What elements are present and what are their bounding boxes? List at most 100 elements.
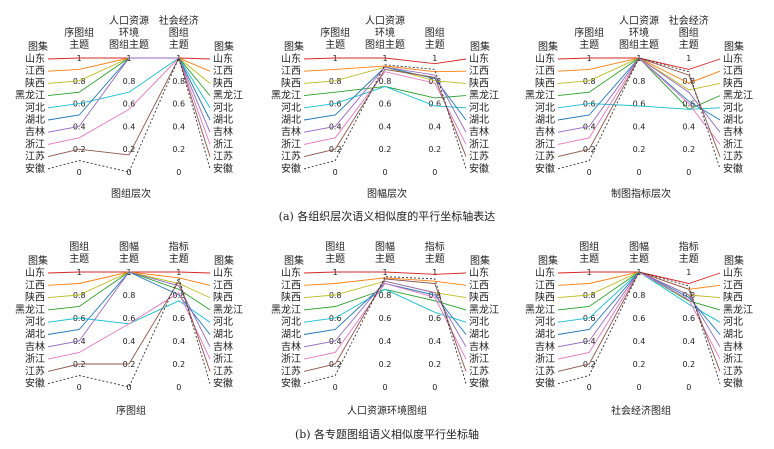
province-label-right: 江西 [213,65,233,77]
province-label-left: 浙江 [281,353,301,365]
province-label-left: 吉林 [281,125,301,138]
axis-header: 主题 [629,253,649,265]
province-label-left: 黑龙江 [271,303,301,316]
series-line-安徽 [47,276,211,388]
axis-header: 图组 [579,240,599,253]
axis-header: 主题 [375,253,395,265]
province-label-left: 陕西 [535,291,555,304]
province-label-left: 湖北 [281,114,301,126]
province-label-right: 陕西 [723,76,743,89]
tick-label: 0.4 [123,337,136,346]
province-label-right: 吉林 [469,125,489,138]
province-label-right: 江西 [723,65,743,77]
tick-label: 0.4 [682,122,695,131]
series-line-安徽 [557,271,721,385]
axis-header: 图幅 [375,240,395,253]
province-label-right: 江苏 [469,150,489,163]
province-label-right: 浙江 [213,353,233,365]
axis-header: 主题 [169,39,189,51]
province-label-left: 江西 [25,65,45,77]
tick-label: 0 [432,383,437,392]
series-line-浙江 [47,57,211,145]
province-label-right: 江苏 [469,364,489,377]
tick-label: 0.8 [73,291,86,300]
province-label-left: 安徽 [535,162,555,175]
province-label-right: 吉林 [723,125,743,138]
province-label-left: 河北 [281,316,301,328]
tick-label: 0.2 [73,360,86,369]
tick-label: 0.2 [583,145,596,154]
tick-label: 0 [587,168,592,177]
axis-header: 人口资源 [619,14,659,27]
axis-header: 主题 [169,253,189,265]
tick-label: 0.6 [172,314,185,323]
axis-header: 图幅 [629,240,649,253]
province-label-right: 陕西 [469,76,489,89]
tick-label: 0.2 [329,360,342,369]
province-label-right: 浙江 [469,138,489,150]
province-label-left: 山东 [535,266,555,279]
tick-label: 1 [176,268,181,277]
tick-label: 1 [686,268,691,277]
province-label-right: 黑龙江 [723,303,753,316]
province-label-right: 黑龙江 [469,303,499,316]
tick-label: 0.2 [428,360,441,369]
province-label-left: 陕西 [25,76,45,89]
tick-label: 0.2 [633,360,646,369]
province-label-left: 河北 [535,316,555,328]
province-label-left: 吉林 [281,340,301,353]
province-label-left: 江苏 [25,364,45,377]
tick-label: 0.2 [682,145,695,154]
province-label-left: 安徽 [535,377,555,390]
province-label-left: 湖北 [25,329,45,341]
tick-label: 0 [176,168,181,177]
tick-label: 0.4 [428,122,441,131]
province-label-left: 江苏 [535,150,555,163]
province-label-left: 湖北 [281,329,301,341]
province-label-left: 陕西 [281,291,301,304]
province-label-right: 陕西 [469,291,489,304]
tick-label: 0.2 [428,145,441,154]
tick-label: 0.6 [172,100,185,109]
axis-header: 主题 [325,39,345,51]
province-label-right: 山东 [469,52,489,65]
province-label-right: 山东 [213,266,233,279]
province-label-left: 江苏 [535,364,555,377]
province-label-right: 湖北 [213,114,233,126]
chart-panel-4: 00.20.40.60.8100.20.40.60.8100.20.40.60.… [15,240,243,417]
tick-label: 0.6 [73,100,86,109]
series-line-吉林 [47,57,211,133]
province-label-left: 江苏 [25,150,45,163]
series-line-吉林 [303,280,467,348]
province-label-right: 江苏 [723,150,743,163]
axis-header-right: 图集 [470,254,490,267]
series-line-安徽 [47,56,211,173]
tick-label: 0.2 [123,145,136,154]
tick-label: 0.2 [379,145,392,154]
panel-title: 社会经济图组 [611,404,671,417]
province-label-left: 山东 [25,266,45,279]
province-label-right: 江西 [469,279,489,291]
province-label-right: 江苏 [723,364,743,377]
province-label-left: 安徽 [281,377,301,390]
series-line-吉林 [47,271,211,348]
tick-label: 0 [176,383,181,392]
province-label-right: 山东 [469,266,489,279]
province-label-left: 浙江 [25,138,45,150]
province-label-right: 浙江 [723,353,743,365]
axis-header: 人口资源 [109,14,149,27]
chart-panel-5: 00.20.40.60.8100.20.40.60.8100.20.40.60.… [271,240,499,417]
province-label-right: 山东 [723,266,743,279]
province-label-left: 湖北 [535,329,555,341]
axis-header: 社会经济 [159,14,199,27]
tick-label: 0.4 [633,337,646,346]
province-label-right: 河北 [213,102,233,114]
series-line-江苏 [47,280,211,372]
tick-label: 0.8 [123,77,136,86]
axis-header-right: 图集 [470,40,490,53]
axis-header: 主题 [679,253,699,265]
axis-header: 图组主题 [109,38,149,51]
province-label-left: 吉林 [25,125,45,138]
tick-label: 0.8 [583,77,596,86]
